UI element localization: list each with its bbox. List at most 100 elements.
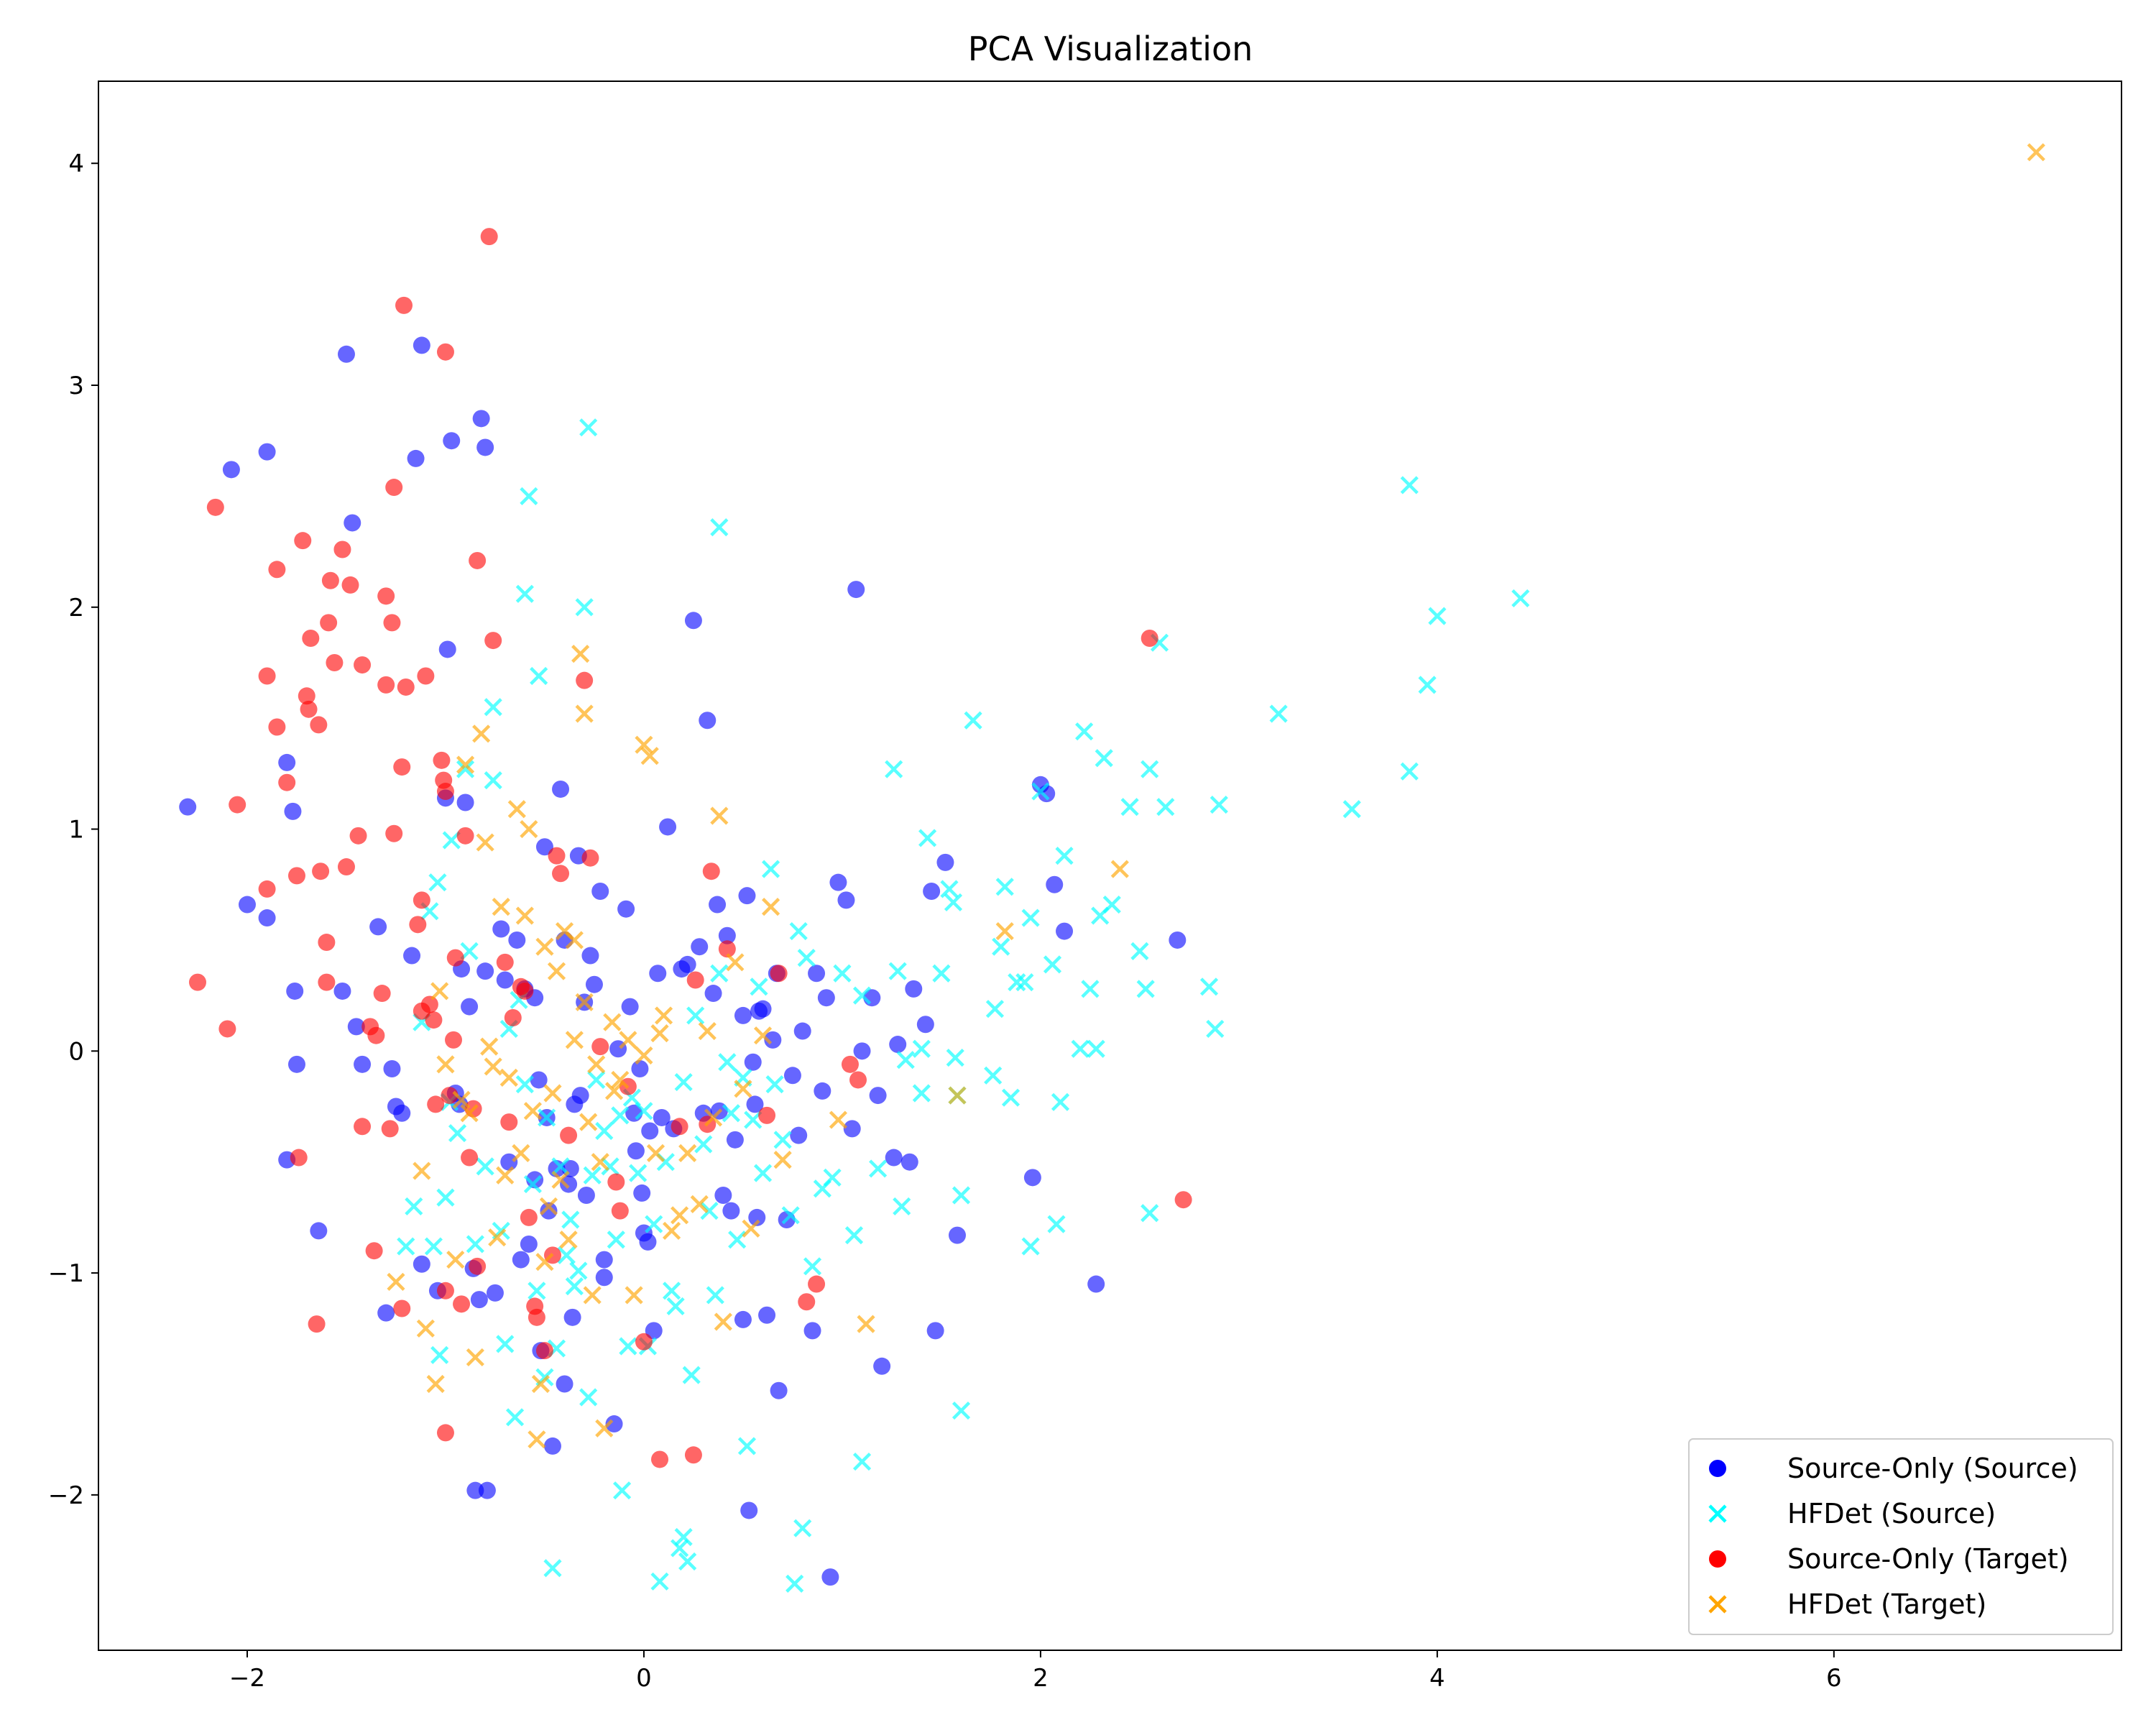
hfdet-source-point xyxy=(710,964,729,983)
source-only-source-point xyxy=(179,798,197,816)
source-only-target-point xyxy=(445,1031,463,1049)
source-only-source-point xyxy=(814,1082,831,1100)
source-only-source-point xyxy=(704,985,722,1003)
source-only-source-legend-marker xyxy=(1709,1460,1726,1477)
source-only-target-point xyxy=(849,1071,867,1089)
source-only-source-point xyxy=(885,1149,903,1167)
x-tick-label: −2 xyxy=(229,1664,265,1693)
source-only-target-point xyxy=(417,667,435,685)
hfdet-target-point xyxy=(690,1195,709,1213)
source-only-source-point xyxy=(284,802,302,820)
hfdet-source-point xyxy=(694,1135,713,1154)
source-only-source-point xyxy=(476,438,494,456)
hfdet-target-point xyxy=(619,1031,637,1049)
hfdet-target-point xyxy=(995,921,1014,941)
source-only-target-point xyxy=(354,1118,372,1136)
source-only-source-point xyxy=(817,989,835,1007)
hfdet-source-point xyxy=(569,1261,588,1280)
hfdet-source-point xyxy=(1015,973,1034,992)
source-only-source-point xyxy=(821,1568,839,1586)
hfdet-target-point xyxy=(726,953,745,972)
source-only-target-point xyxy=(469,551,487,569)
source-only-target-point xyxy=(528,1308,545,1326)
hfdet-target-legend-label: HFDet (Target) xyxy=(1787,1588,1986,1620)
hfdet-source-point xyxy=(515,584,534,603)
source-only-target-point xyxy=(480,228,498,246)
hfdet-source-point xyxy=(1047,1215,1066,1233)
y-tick-label: 3 xyxy=(68,372,84,400)
source-only-target-legend-marker xyxy=(1709,1550,1726,1568)
hfdet-target-point xyxy=(460,1104,479,1123)
hfdet-source-point xyxy=(1199,978,1219,996)
hfdet-target-point xyxy=(539,1197,558,1216)
source-only-source-point xyxy=(413,1255,430,1273)
source-only-target-point xyxy=(461,1149,479,1167)
source-only-source-point xyxy=(496,971,514,989)
source-only-source-point xyxy=(581,947,599,965)
source-only-target-point xyxy=(456,827,474,845)
hfdet-source-point xyxy=(662,1282,681,1300)
source-only-source-point xyxy=(333,982,351,1000)
hfdet-target-point xyxy=(698,1021,717,1041)
hfdet-target-point xyxy=(571,645,590,663)
source-only-target-point xyxy=(651,1450,669,1468)
source-only-target-point xyxy=(520,1208,538,1226)
hfdet-target-point xyxy=(575,704,594,723)
hfdet-source-point xyxy=(484,771,502,790)
hfdet-source-point xyxy=(706,1286,724,1305)
hfdet-source-point xyxy=(896,1051,915,1070)
source-only-target-point xyxy=(607,1173,625,1191)
hfdet-source-point xyxy=(561,1210,580,1229)
source-only-source-point xyxy=(738,887,756,905)
source-only-target-point xyxy=(758,1106,776,1124)
source-only-target-point xyxy=(318,973,336,991)
hfdet-target-point xyxy=(559,1230,578,1249)
hfdet-target-point xyxy=(496,1166,515,1184)
hfdet-source-point xyxy=(823,1168,842,1187)
source-only-target-point xyxy=(395,296,413,314)
source-only-source-point xyxy=(726,1131,744,1149)
source-only-target-point xyxy=(535,1342,553,1360)
hfdet-source-point xyxy=(1136,980,1155,998)
hfdet-source-point xyxy=(674,1072,693,1092)
source-only-source-point xyxy=(699,712,717,730)
hfdet-target-point xyxy=(456,755,475,774)
source-only-target-point xyxy=(420,995,438,1013)
hfdet-source-point xyxy=(1081,980,1100,998)
source-only-source-point xyxy=(764,1031,782,1049)
hfdet-source-point xyxy=(575,598,594,617)
source-only-source-point xyxy=(718,926,736,944)
source-only-target-point xyxy=(393,758,411,776)
source-only-target-point xyxy=(576,671,594,689)
source-only-target-point xyxy=(381,1120,399,1138)
x-tick-label: 0 xyxy=(636,1664,652,1693)
source-only-target-point xyxy=(310,716,328,734)
source-only-source-point xyxy=(948,1226,966,1244)
legend: Source-Only (Source) HFDet (Source) Source… xyxy=(1688,1438,2114,1635)
hfdet-source-point xyxy=(852,986,872,1005)
hfdet-target-point xyxy=(413,1162,431,1180)
source-only-target-point xyxy=(393,1300,411,1317)
plot-frame xyxy=(98,80,2122,1651)
x-tick-label: 6 xyxy=(1826,1664,1842,1693)
source-only-source-point xyxy=(631,1060,649,1078)
hfdet-target-point xyxy=(591,1153,609,1172)
source-only-source-point xyxy=(556,1375,573,1393)
source-only-source-point xyxy=(639,1233,657,1251)
hfdet-source-point xyxy=(985,1000,1005,1018)
hfdet-source-point xyxy=(1511,589,1530,608)
hfdet-source-point xyxy=(543,1559,562,1578)
source-only-target-point xyxy=(436,1424,454,1442)
source-only-source-point xyxy=(383,1060,401,1078)
hfdet-source-point xyxy=(946,1048,964,1067)
source-only-target-point xyxy=(436,783,454,801)
source-only-source-point xyxy=(500,1153,518,1171)
source-only-source-point xyxy=(734,1310,752,1328)
hfdet-target-point xyxy=(480,1037,499,1056)
hfdet-source-point xyxy=(803,1257,822,1276)
source-only-source-point xyxy=(627,1142,645,1160)
source-only-source-point xyxy=(222,461,240,479)
hfdet-source-point xyxy=(442,831,461,850)
hfdet-target-point xyxy=(773,1151,792,1169)
hfdet-target-point xyxy=(948,1086,967,1105)
